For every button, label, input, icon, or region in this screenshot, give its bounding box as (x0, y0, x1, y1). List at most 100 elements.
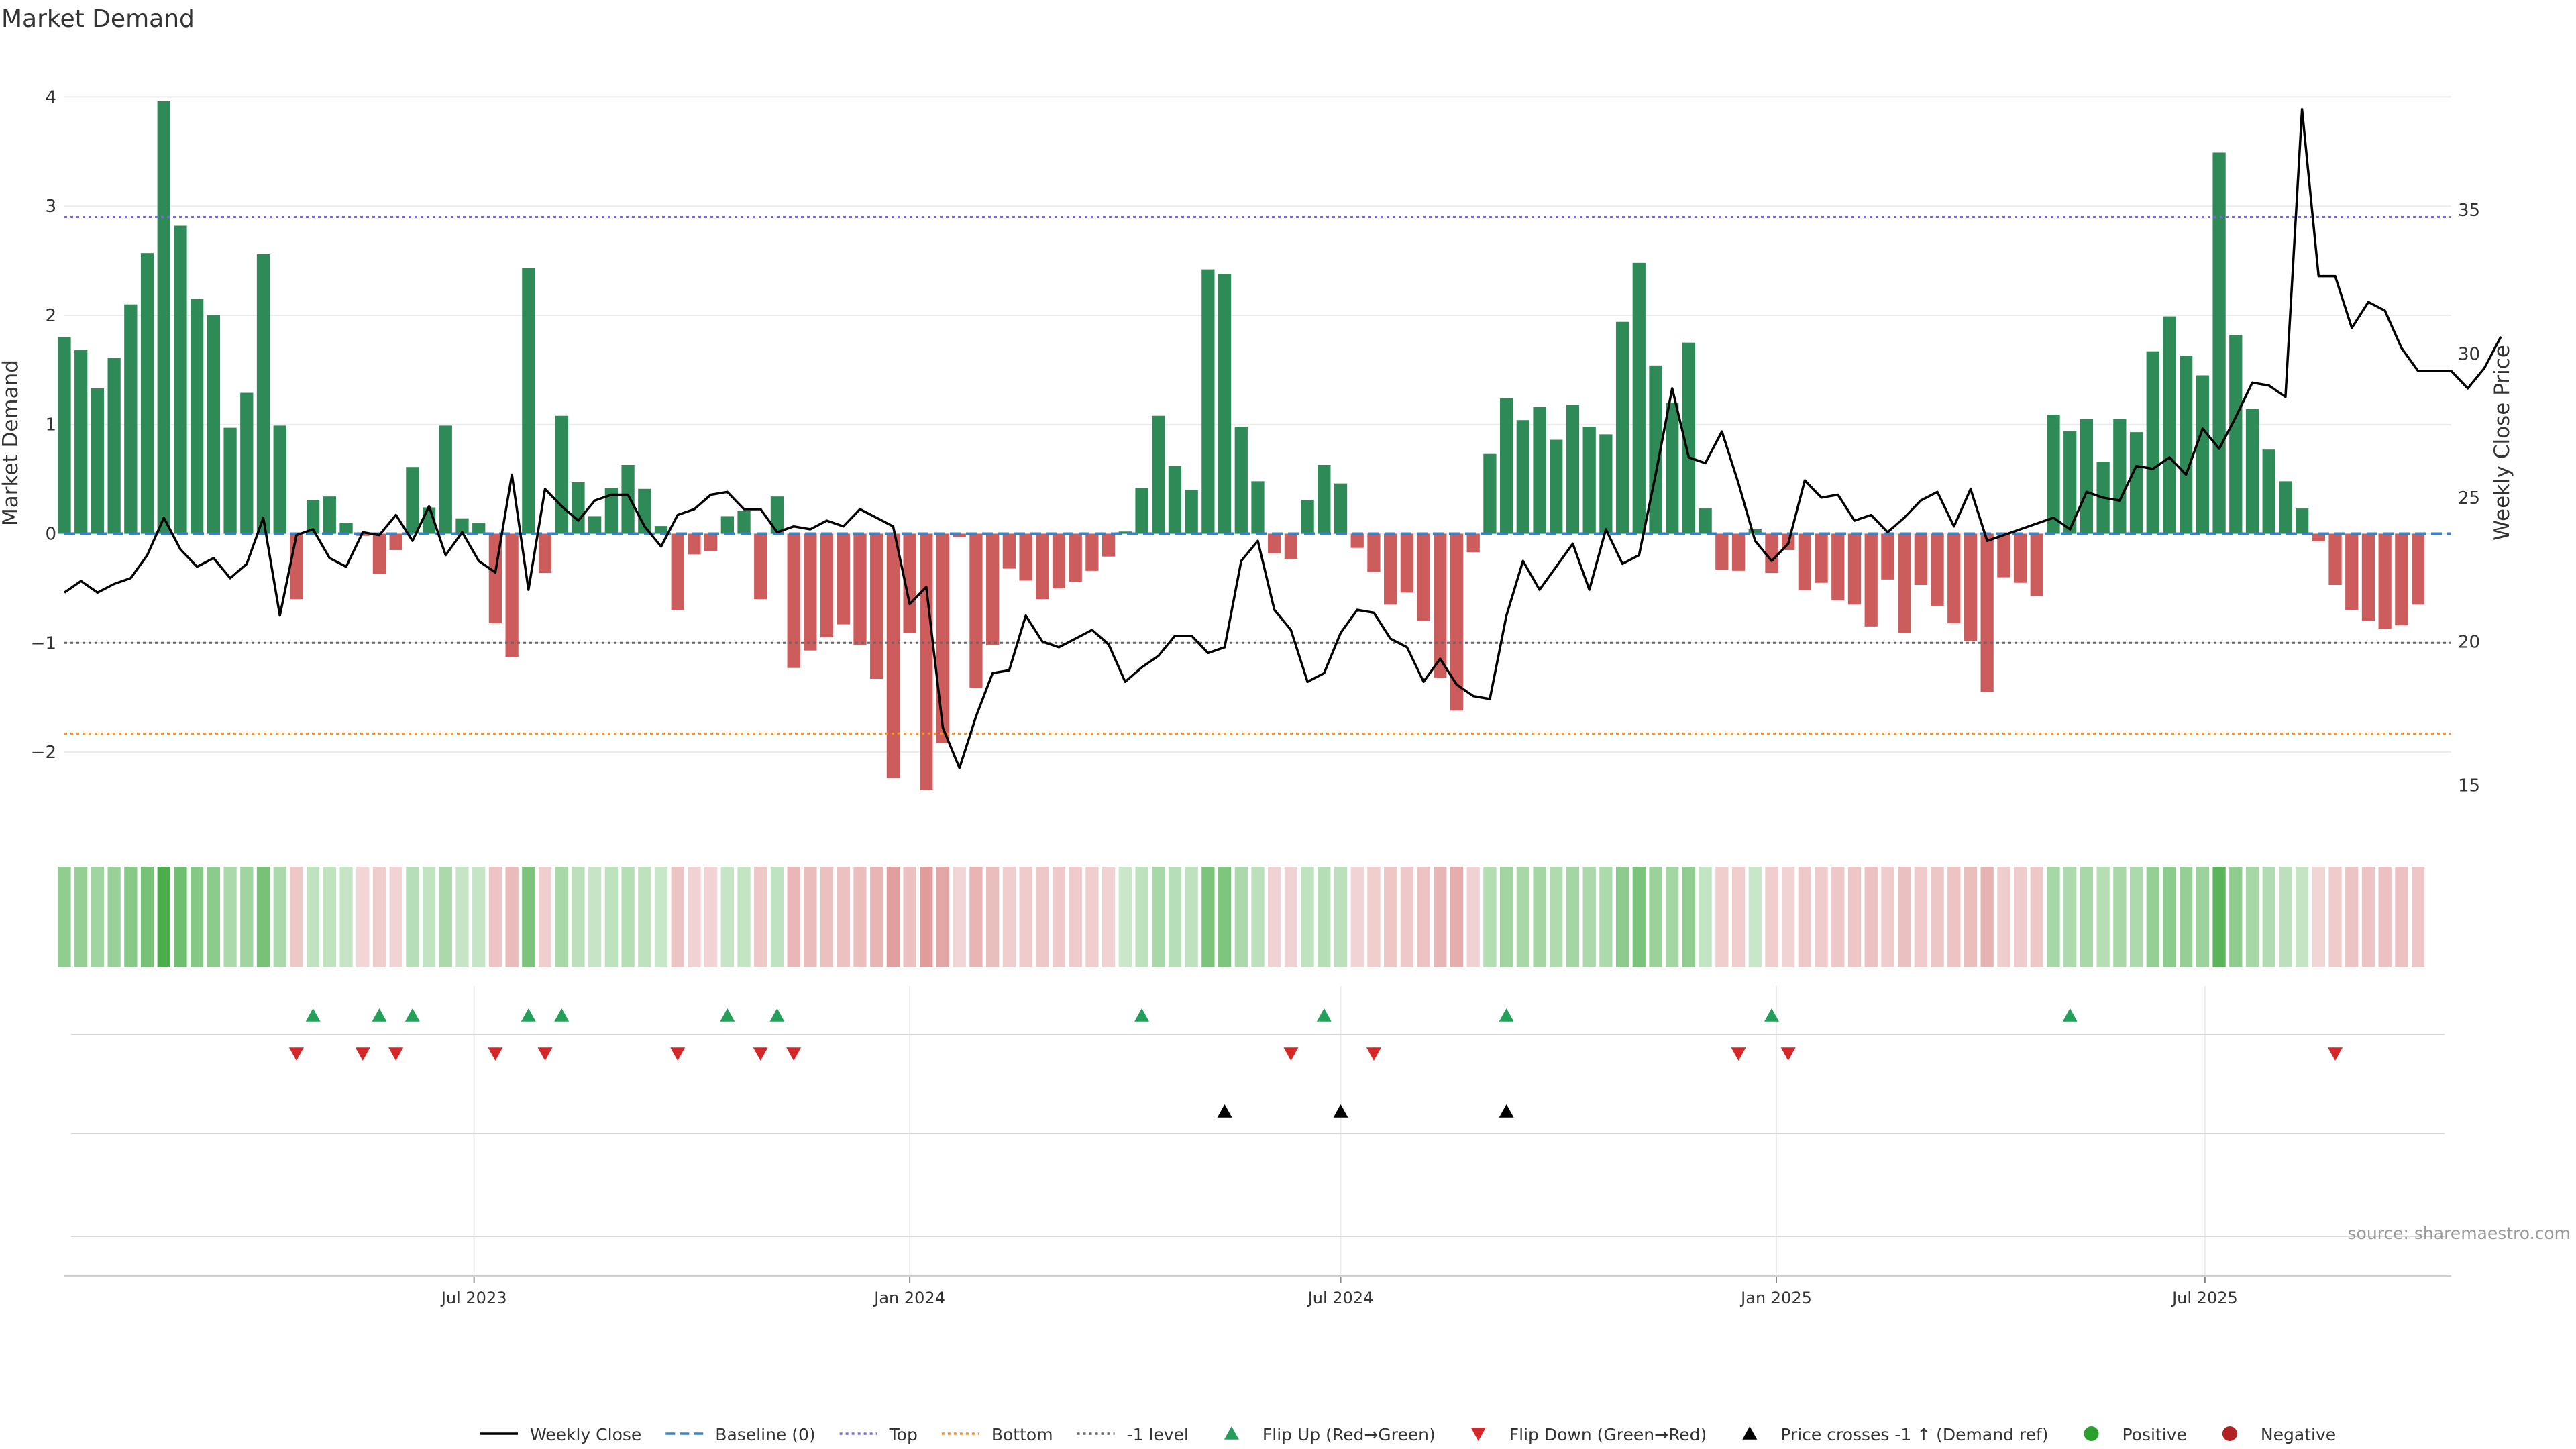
legend-swatch (1742, 1426, 1758, 1440)
heat-cell (1897, 867, 1911, 967)
demand-bar-positive (439, 425, 452, 534)
legend: Weekly Close Baseline (0) Top Bottom -1 leve… (480, 1425, 2336, 1444)
demand-bar-negative (1881, 533, 1894, 580)
heat-cell (787, 867, 800, 967)
demand-bar-negative (886, 533, 900, 779)
heat-cell (1118, 867, 1132, 967)
heat-cell (555, 867, 568, 967)
heat-cell (1019, 867, 1032, 967)
demand-bar-negative (2378, 533, 2392, 629)
heat-cell (2113, 867, 2127, 967)
heat-cell (754, 867, 767, 967)
demand-bar-positive (174, 225, 187, 534)
demand-bar-negative (920, 533, 933, 791)
demand-bar-negative (804, 533, 817, 651)
demand-bar-negative (1847, 533, 1862, 605)
flip-down-marker (1366, 1047, 1381, 1061)
demand-bar-negative (1980, 533, 1994, 692)
heat-cell (1450, 867, 1464, 967)
legend-label: Bottom (991, 1425, 1053, 1444)
heat-cell (140, 867, 154, 967)
heat-cell (1566, 867, 1580, 967)
demand-bar-positive (1234, 426, 1248, 534)
demand-bar-negative (1731, 533, 1746, 571)
x-tick-label: Jul 2025 (2171, 1289, 2238, 1307)
heat-cell (1582, 867, 1596, 967)
y2-axis-label: Weekly Close Price (2490, 345, 2514, 541)
heat-cell (406, 867, 419, 967)
demand-bar-positive (240, 392, 254, 534)
demand-bar-negative (1434, 533, 1447, 678)
heat-cell (1400, 867, 1414, 967)
demand-bar-negative (1715, 533, 1729, 570)
demand-bar-negative (1914, 533, 1927, 586)
flip-down-marker (288, 1047, 304, 1061)
heat-cell (1748, 867, 1762, 967)
heat-cell (505, 867, 519, 967)
demand-bar-negative (1384, 533, 1397, 605)
heat-cell (1085, 867, 1099, 967)
heat-cell (604, 867, 619, 967)
y2-tick-label: 20 (2458, 632, 2480, 652)
demand-bar-positive (588, 516, 602, 534)
heat-cell (936, 867, 950, 967)
demand-bar-negative (2395, 533, 2408, 626)
heat-cell (2395, 867, 2408, 967)
flip-down-marker (537, 1047, 553, 1061)
heat-cell (174, 867, 187, 967)
demand-bar-negative (1864, 533, 1878, 627)
demand-bar-negative (1036, 533, 1049, 600)
heat-cell (273, 867, 286, 967)
demand-bar-negative (1798, 533, 1812, 591)
demand-bar-positive (654, 526, 668, 534)
heat-cell (1334, 867, 1348, 967)
heat-cell (488, 867, 502, 967)
demand-bar-negative (1765, 533, 1778, 574)
demand-bar-negative (2361, 533, 2375, 621)
demand-bar-negative (787, 533, 800, 668)
demand-bar-negative (1350, 533, 1364, 548)
legend-label: Positive (2123, 1425, 2187, 1444)
flip-down-marker (1283, 1047, 1299, 1061)
demand-bar-negative (1450, 533, 1464, 711)
demand-bar-negative (1417, 533, 1430, 621)
demand-bar-positive (1582, 426, 1596, 534)
demand-bar-negative (1069, 533, 1082, 582)
demand-bar-positive (256, 254, 270, 534)
demand-heat-strip (58, 867, 2425, 967)
heat-cell (1185, 867, 1198, 967)
signal-panels (71, 1008, 2445, 1237)
flip-down-marker (1731, 1047, 1746, 1061)
heat-cell (621, 867, 635, 967)
heat-cell (1615, 867, 1629, 967)
heat-cell (654, 867, 668, 967)
demand-bar-positive (207, 315, 221, 534)
demand-bar-positive (1483, 453, 1497, 534)
demand-bar-negative (903, 533, 916, 633)
demand-bar-negative (754, 533, 767, 600)
heat-cell (389, 867, 402, 967)
demand-bar-positive (306, 500, 320, 534)
heat-cell (1367, 867, 1381, 967)
y2-tick-label: 35 (2458, 201, 2480, 221)
demand-bar-positive (1185, 490, 1198, 534)
demand-bar-positive (1318, 464, 1331, 534)
demand-bar-negative (372, 533, 386, 574)
demand-bar-negative (1997, 533, 2010, 578)
heat-cell (588, 867, 602, 967)
axes: −2 −1 0 1 2 3 4 15 20 25 30 35 Jul 2023 Jan 2024 Jul 2… (31, 87, 2480, 1307)
flip-down-marker (670, 1047, 686, 1061)
demand-bar-positive (2146, 351, 2159, 534)
demand-bar-positive (770, 496, 784, 534)
heat-cell (1682, 867, 1696, 967)
heat-cell (1434, 867, 1447, 967)
heat-cell (1417, 867, 1430, 967)
demand-bar-positive (1168, 466, 1182, 534)
heat-cell (1318, 867, 1331, 967)
demand-bar-negative (1897, 533, 1911, 633)
heat-cell (969, 867, 983, 967)
heat-cell (2047, 867, 2060, 967)
heat-cell (2411, 867, 2425, 967)
demand-bar-negative (837, 533, 850, 625)
